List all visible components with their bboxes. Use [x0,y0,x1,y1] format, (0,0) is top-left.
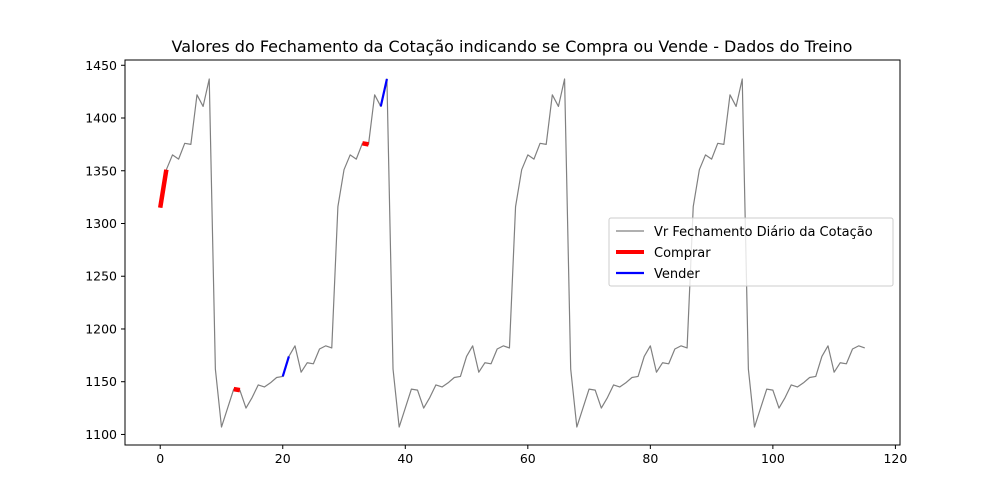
y-axis: 1100 1150 1200 1250 1300 1350 1400 1450 [85,58,125,442]
series-line-close [159,78,865,428]
legend-label-buy: Comprar [654,246,711,261]
legend: Vr Fechamento Diário da Cotação Comprar … [608,217,894,287]
legend-box [608,217,894,287]
y-tick-label: 1350 [85,163,117,178]
x-tick-label: 100 [761,451,785,466]
x-axis: 0 20 40 60 80 100 120 [156,445,907,466]
x-tick-label: 120 [883,451,907,466]
plot-area [158,78,865,428]
sell-segment [281,356,290,377]
x-tick-label: 80 [642,451,658,466]
buy-segment [233,386,241,393]
legend-label-sell: Vender [654,267,700,282]
x-tick-label: 20 [275,451,291,466]
y-tick-label: 1300 [85,216,117,231]
y-tick-label: 1250 [85,269,117,284]
legend-label-close: Vr Fechamento Diário da Cotação [654,225,873,240]
buy-segment [158,169,169,209]
buy-segment [362,141,369,147]
y-tick-label: 1450 [85,58,117,73]
x-tick-label: 40 [397,451,413,466]
sell-segment [379,78,388,107]
chart-title: Valores do Fechamento da Cotação indican… [172,37,853,56]
plot-frame [124,59,901,446]
x-tick-label: 0 [156,451,164,466]
y-tick-label: 1100 [85,427,117,442]
y-tick-label: 1200 [85,321,117,336]
y-tick-label: 1150 [85,374,117,389]
y-tick-label: 1400 [85,111,117,126]
x-tick-label: 60 [520,451,536,466]
